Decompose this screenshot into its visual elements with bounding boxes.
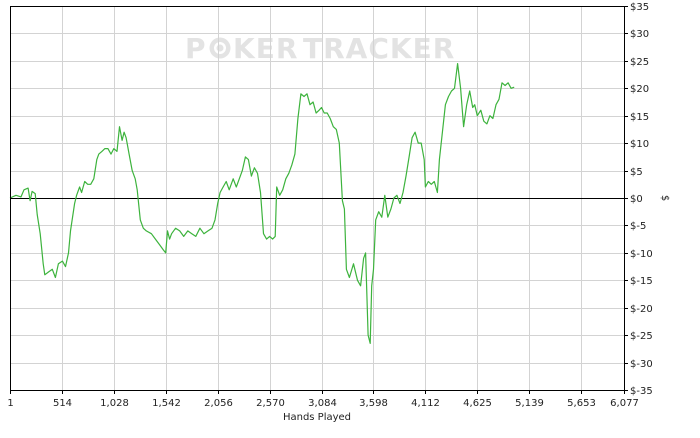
y-tick-label: $-20 [630,304,653,315]
y-tick-label: $-10 [630,249,653,260]
y-tick-label: $10 [630,139,649,150]
x-axis-ticks: 1 514 1,028 1,542 2,056 2,570 3,084 3,598 4,112 4… [7,390,639,409]
x-tick-label: 5,653 [567,398,596,409]
y-tick-label: $0 [630,194,643,205]
y-tick-label: $35 [630,2,649,13]
x-tick-label: 2,570 [256,398,285,409]
y-tick-label: $5 [630,167,643,178]
y-axis-ticks: $35 $30 $25 $20 $15 $10 $5 $0 $-5 $-10 $-15 $-20 $-2… [624,2,653,397]
watermark-text-left: P [185,32,207,65]
x-axis-label: Hands Played [283,412,351,423]
y-tick-label: $20 [630,84,649,95]
x-tick-label: 2,056 [204,398,233,409]
y-tick-label: $30 [630,29,649,40]
y-tick-label: $-15 [630,276,653,287]
y-axis-label: $ [659,195,670,201]
y-tick-label: $-5 [630,221,646,232]
y-tick-label: $25 [630,57,649,68]
y-tick-label: $15 [630,112,649,123]
x-tick-label: 3,598 [359,398,388,409]
x-tick-label: 1 [7,398,13,409]
watermark-text-mid: KER [233,32,298,65]
x-tick-label: 1,542 [152,398,181,409]
poker-chip-logo [209,37,231,59]
watermark-text-right: TRACKER [303,32,455,65]
pokertracker-watermark: P KER TRACKER [185,32,455,65]
x-tick-label: 1,028 [100,398,129,409]
x-tick-label: 3,084 [308,398,337,409]
x-tick-label: 514 [53,398,72,409]
x-tick-label: 5,139 [515,398,544,409]
y-tick-label: $-30 [630,359,653,370]
x-tick-label: 6,077 [610,398,639,409]
x-tick-label: 4,625 [463,398,492,409]
y-tick-label: $-25 [630,331,653,342]
series-group [9,63,515,344]
series-line [9,63,515,344]
y-tick-label: $-35 [630,386,653,397]
x-tick-label: 4,112 [411,398,440,409]
